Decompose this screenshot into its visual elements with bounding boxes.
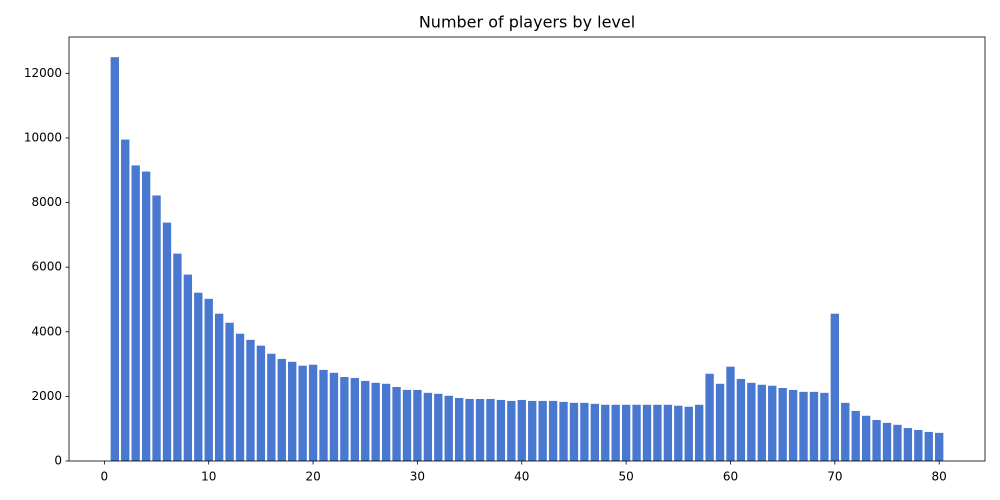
bar (392, 387, 401, 461)
bar (705, 373, 714, 461)
x-tick-label: 80 (932, 470, 947, 484)
bar (131, 165, 140, 461)
bar (695, 404, 704, 461)
bar (715, 383, 725, 461)
plot-frame (68, 36, 986, 462)
bar (110, 57, 119, 461)
bar (548, 400, 558, 461)
bar (872, 419, 881, 461)
bar (799, 391, 808, 461)
bar (235, 333, 245, 461)
bar (778, 387, 787, 461)
bar (381, 383, 391, 461)
y-tick-label: 10000 (24, 130, 62, 144)
bar (319, 369, 328, 461)
y-tick-label: 4000 (31, 324, 62, 338)
bar (924, 431, 933, 461)
y-tick-label: 12000 (24, 66, 62, 80)
y-tick-label: 0 (54, 454, 62, 468)
bar (361, 380, 370, 461)
bar (632, 404, 641, 461)
y-tick-label: 8000 (31, 195, 62, 209)
bar (914, 429, 923, 461)
bar (768, 385, 777, 461)
bar (277, 358, 286, 461)
bar (141, 171, 151, 462)
x-tick-label: 40 (514, 470, 529, 484)
bar (726, 366, 735, 461)
bar (413, 389, 422, 461)
bar (121, 139, 130, 461)
bar (308, 364, 318, 461)
bar (538, 400, 547, 461)
x-tick-label: 30 (410, 470, 425, 484)
bar (517, 399, 526, 461)
bar (214, 313, 224, 461)
x-tick-label: 20 (305, 470, 320, 484)
bar (809, 391, 819, 461)
bar (882, 422, 892, 461)
bar (569, 402, 579, 461)
bar (267, 353, 276, 461)
bar (903, 428, 913, 461)
bar (601, 404, 610, 461)
bar (434, 393, 443, 461)
y-tick-label: 6000 (31, 260, 62, 274)
bar (454, 398, 464, 461)
bar (423, 392, 433, 461)
bar (256, 345, 266, 461)
bar (183, 274, 193, 461)
x-tick-label: 0 (101, 470, 109, 484)
bar (465, 398, 474, 461)
bar (371, 382, 380, 461)
bar (496, 399, 506, 461)
bar (841, 402, 850, 461)
bar (830, 313, 840, 461)
bar (861, 415, 871, 461)
bar (507, 400, 516, 461)
bar (246, 339, 255, 461)
bar (663, 404, 673, 461)
bar (736, 378, 746, 461)
bar (475, 398, 485, 461)
x-tick-label: 10 (201, 470, 216, 484)
bar (851, 410, 860, 461)
bar (225, 322, 234, 461)
bar (329, 372, 339, 461)
chart-title: Number of players by level (419, 13, 635, 32)
bar (684, 406, 693, 461)
bar (893, 424, 902, 461)
bar (288, 361, 297, 461)
bar (935, 432, 944, 461)
bar (820, 392, 829, 461)
bar (152, 195, 161, 461)
bar (788, 389, 798, 461)
bar (204, 298, 213, 461)
bar (298, 365, 307, 461)
bar (402, 389, 412, 461)
bar (444, 395, 453, 461)
y-tick-label: 2000 (31, 389, 62, 403)
bar (674, 405, 683, 461)
bar (194, 292, 203, 461)
bar (350, 377, 359, 461)
bar (757, 384, 766, 461)
bar (559, 401, 568, 461)
bar (642, 404, 652, 461)
bar (173, 253, 182, 461)
bar (486, 398, 495, 461)
bar (747, 382, 756, 461)
x-tick-label: 70 (827, 470, 842, 484)
bar (621, 404, 631, 461)
x-tick-label: 50 (618, 470, 633, 484)
bar (528, 400, 537, 461)
bar (653, 404, 662, 461)
x-tick-label: 60 (723, 470, 738, 484)
bar (611, 404, 620, 461)
bar (590, 403, 600, 461)
bar (580, 402, 589, 461)
bar (340, 377, 349, 461)
bar (162, 222, 172, 461)
